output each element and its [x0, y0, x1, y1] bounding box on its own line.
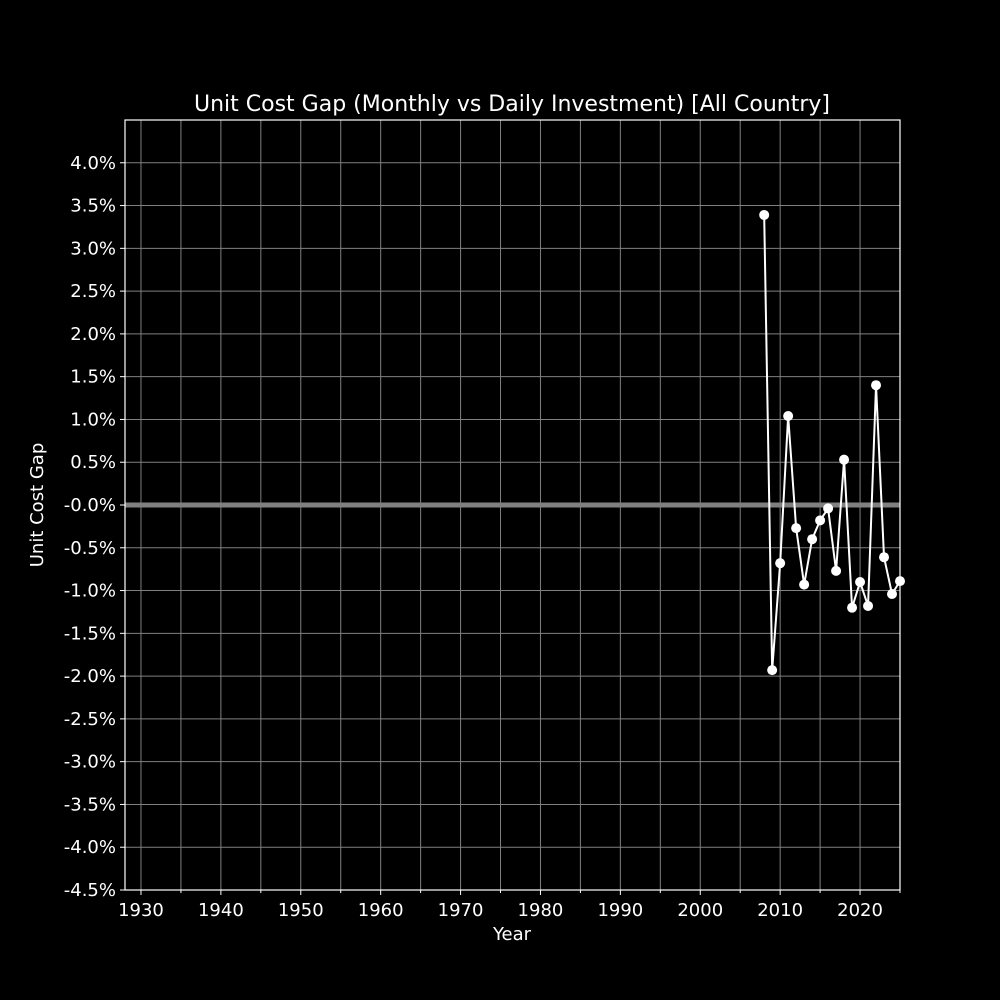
x-tick-label: 1960 — [358, 900, 404, 921]
y-tick-label: 2.0% — [70, 324, 116, 345]
y-tick-label: 4.0% — [70, 153, 116, 174]
data-point-marker — [815, 515, 826, 526]
data-point-marker — [783, 411, 794, 422]
y-tick-label: -3.5% — [64, 794, 116, 815]
y-tick-label: -4.0% — [64, 837, 116, 858]
y-tick-label: -1.5% — [64, 623, 116, 644]
data-point-marker — [775, 558, 786, 569]
chart-title: Unit Cost Gap (Monthly vs Daily Investme… — [194, 92, 830, 117]
data-point-marker — [807, 534, 818, 545]
data-point-marker — [887, 588, 898, 599]
data-point-marker — [839, 454, 850, 465]
x-tick-label: 1940 — [198, 900, 244, 921]
x-tick-label: 2010 — [757, 900, 803, 921]
x-tick-label: 2020 — [837, 900, 883, 921]
x-tick-label: 1950 — [278, 900, 324, 921]
y-axis-label: Unit Cost Gap — [27, 443, 48, 568]
data-point-marker — [879, 552, 890, 563]
data-point-marker — [871, 380, 882, 391]
x-tick-label: 2000 — [677, 900, 723, 921]
data-point-marker — [863, 600, 874, 611]
y-axis-ticks: 4.0% 3.5% 3.0% 2.5% 2.0% 1.5% 1.0% 0.5% -0.0% -0.… — [64, 153, 125, 901]
y-tick-label: 2.5% — [70, 281, 116, 302]
data-point-marker — [847, 602, 858, 613]
y-tick-label: 1.0% — [70, 409, 116, 430]
x-axis-ticks: 1930 1940 1950 1960 1970 1980 1990 2000 2010 2020 — [118, 890, 901, 921]
data-point-marker — [799, 579, 810, 590]
y-tick-label: 0.5% — [70, 452, 116, 473]
x-axis-label: Year — [492, 924, 532, 945]
x-tick-label: 1970 — [438, 900, 484, 921]
y-tick-label: -1.0% — [64, 581, 116, 602]
x-tick-label: 1990 — [597, 900, 643, 921]
y-tick-label: 1.5% — [70, 367, 116, 388]
y-tick-label: -2.0% — [64, 666, 116, 687]
y-tick-label: -3.0% — [64, 752, 116, 773]
data-point-marker — [767, 665, 778, 676]
x-tick-label: 1930 — [118, 900, 164, 921]
y-tick-label: -0.0% — [64, 495, 116, 516]
y-tick-label: -4.5% — [64, 880, 116, 901]
y-tick-label: -0.5% — [64, 538, 116, 559]
y-tick-label: 3.5% — [70, 196, 116, 217]
series-line — [763, 214, 901, 671]
data-point-marker — [791, 523, 802, 534]
y-tick-label: -2.5% — [64, 709, 116, 730]
data-point-marker — [759, 209, 770, 220]
data-point-marker — [823, 503, 834, 514]
data-point-marker — [855, 577, 866, 587]
data-point-marker — [831, 565, 842, 576]
y-tick-label: 3.0% — [70, 238, 116, 259]
x-tick-label: 1980 — [518, 900, 564, 921]
data-series — [759, 209, 905, 676]
